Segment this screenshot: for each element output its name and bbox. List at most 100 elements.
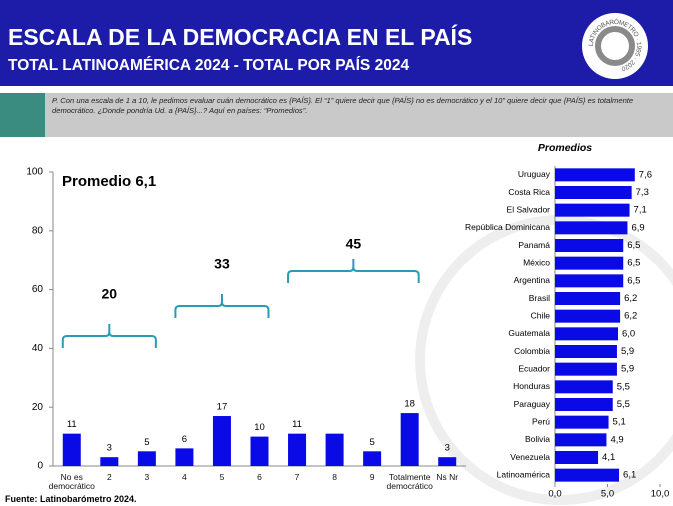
bar: [555, 274, 623, 287]
value-label: 6,1: [623, 470, 636, 481]
category-label: Panamá: [518, 240, 550, 250]
category-label: Latinoamérica: [497, 469, 551, 479]
value-label: 6,0: [622, 328, 635, 339]
value-label: 6,5: [627, 240, 640, 251]
value-label: 7,1: [634, 205, 647, 216]
value-label: 6,2: [624, 293, 637, 304]
bar: [326, 434, 344, 466]
category-label: Guatemala: [508, 328, 550, 338]
title: ESCALA DE LA DEMOCRACIA EN EL PAÍS: [8, 23, 472, 50]
bar: [555, 204, 630, 217]
value-label: 5,1: [613, 417, 626, 428]
bar: [555, 292, 620, 305]
category-label: Costa Rica: [508, 187, 550, 197]
category-label: Colombia: [514, 346, 550, 356]
value-label: 6,2: [624, 311, 637, 322]
value-label: 6,5: [627, 258, 640, 269]
bar: [555, 363, 617, 376]
x-tick-label: 5,0: [601, 489, 614, 500]
value-label: 18: [404, 399, 415, 410]
category-label: República Dominicana: [465, 222, 550, 232]
x-tick-label: 10,0: [651, 489, 670, 500]
value-label: 5: [144, 437, 149, 448]
y-tick-label: 0: [37, 461, 43, 472]
question: P. Con una escala de 1 a 10, le pedimos …: [52, 96, 664, 115]
bar: [138, 451, 156, 466]
group-total: 33: [214, 256, 230, 272]
bar: [438, 457, 456, 466]
value-label: 4,1: [602, 452, 615, 463]
value-label: 5,5: [617, 381, 630, 392]
value-label: 7,3: [636, 187, 649, 198]
bar: [251, 437, 269, 466]
y-tick-label: 20: [32, 402, 44, 413]
value-label: 11: [67, 419, 77, 430]
category-label: Paraguay: [514, 399, 551, 409]
group-total: 45: [346, 236, 362, 252]
category-label: El Salvador: [507, 204, 551, 214]
value-label: 17: [217, 402, 228, 413]
value-label: 5,5: [617, 399, 630, 410]
bar: [175, 448, 193, 466]
category-label: Brasil: [529, 293, 550, 303]
bar: [555, 257, 623, 270]
value-label: 7,6: [639, 169, 652, 180]
bar: [213, 416, 231, 466]
category-label: Honduras: [513, 381, 550, 391]
bar: [555, 416, 609, 429]
value-label: 3: [107, 443, 112, 454]
subtitle: TOTAL LATINOAMÉRICA 2024 - TOTAL POR PAÍ…: [8, 57, 409, 74]
chart-title: Promedios: [538, 142, 592, 154]
category-label: Bolivia: [525, 434, 550, 444]
y-tick-label: 80: [32, 225, 44, 236]
chart: ESCALA DE LA DEMOCRACIA EN EL PAÍS TOTAL…: [0, 0, 673, 506]
bar: [555, 310, 620, 323]
category-label: Perú: [532, 416, 550, 426]
bar: [555, 327, 618, 340]
source: Fuente: Latinobarómetro 2024.: [5, 494, 137, 504]
value-label: 6,5: [627, 275, 640, 286]
value-label: 10: [254, 422, 265, 433]
bar: [100, 457, 118, 466]
category-label: Argentina: [514, 275, 551, 285]
value-label: 5,9: [621, 364, 634, 375]
value-label: 11: [292, 419, 302, 430]
y-tick-label: 40: [32, 343, 44, 354]
bar: [401, 413, 419, 466]
bar: [555, 469, 619, 482]
category-label: Venezuela: [510, 452, 550, 462]
category-label: Chile: [531, 310, 551, 320]
bar: [555, 451, 598, 464]
value-label: 5: [369, 437, 374, 448]
category-label: Uruguay: [518, 169, 551, 179]
bar: [555, 345, 617, 358]
annotation: Promedio 6,1: [62, 173, 156, 190]
bar: [555, 398, 613, 411]
question-marker: [0, 93, 45, 137]
bar: [555, 168, 635, 181]
category-label: México: [523, 257, 550, 267]
category-label: Ecuador: [518, 363, 550, 373]
x-tick-label: Ns Nr: [422, 473, 472, 482]
group-brace: [63, 324, 156, 348]
group-total: 20: [102, 286, 118, 302]
value-label: 4,9: [610, 434, 623, 445]
group-brace: [288, 259, 419, 283]
value-label: 3: [445, 443, 450, 454]
bar: [555, 380, 613, 393]
y-tick-label: 60: [32, 284, 44, 295]
bar: [555, 186, 632, 199]
value-label: 6: [182, 434, 187, 445]
value-label: 6,9: [631, 222, 644, 233]
bar: [555, 221, 627, 234]
y-tick-label: 100: [26, 167, 43, 178]
bar: [288, 434, 306, 466]
bar: [63, 434, 81, 466]
value-label: 5,9: [621, 346, 634, 357]
x-tick-label: 0,0: [548, 489, 561, 500]
slide: ESCALA DE LA DEMOCRACIA EN EL PAÍS TOTAL…: [0, 0, 673, 506]
bar: [555, 239, 623, 252]
bar: [363, 451, 381, 466]
group-brace: [175, 294, 268, 318]
bar: [555, 433, 606, 446]
